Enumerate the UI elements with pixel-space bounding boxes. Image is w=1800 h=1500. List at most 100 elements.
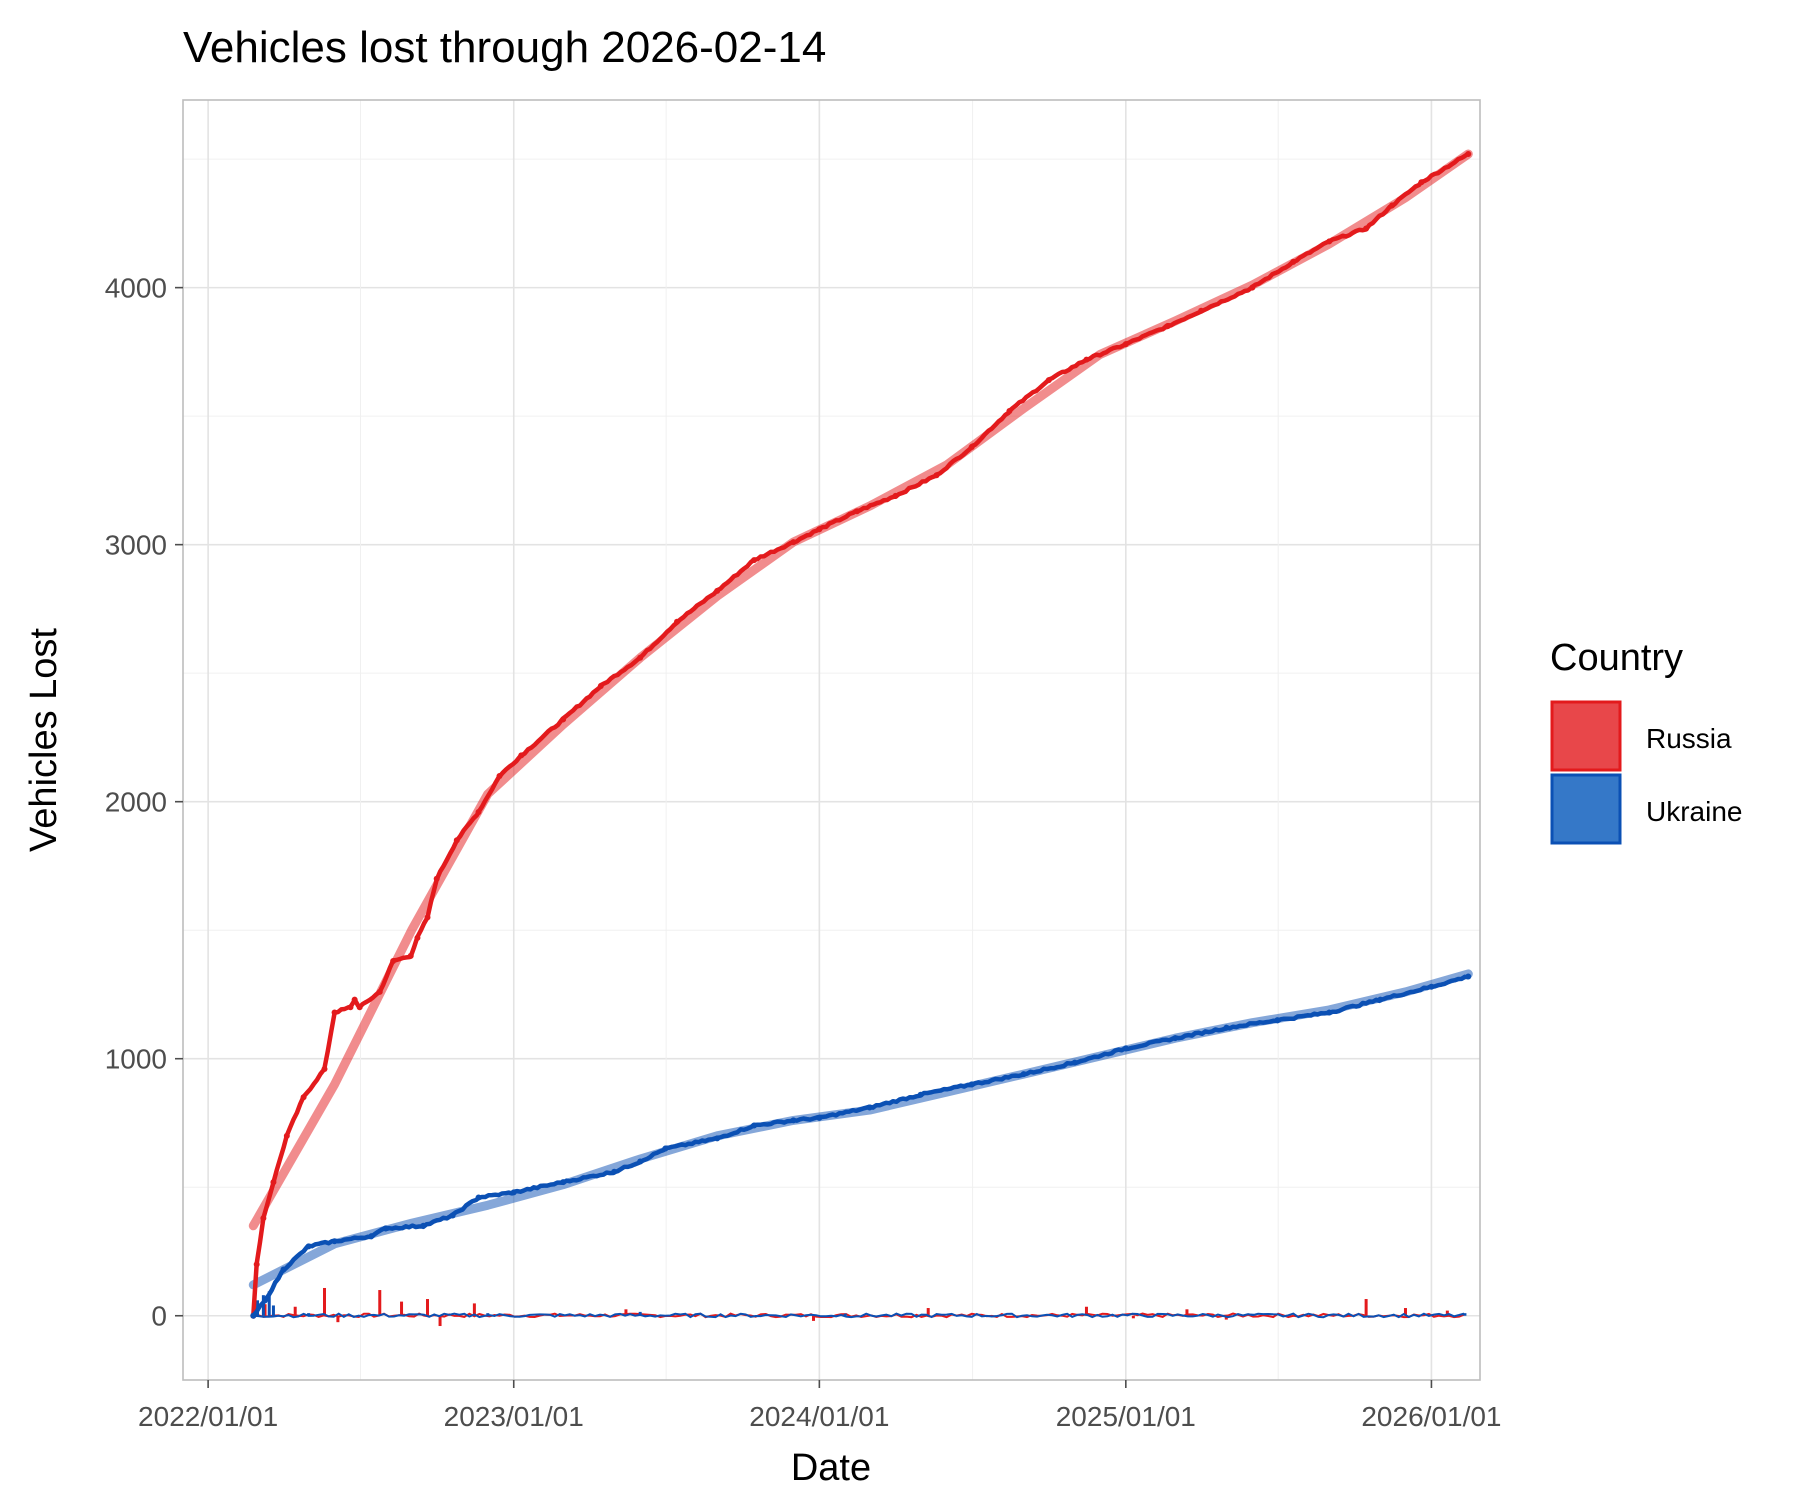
- data-point-russia: [790, 539, 797, 546]
- plot-panel: [182, 99, 1481, 1381]
- data-point-russia: [390, 958, 397, 965]
- data-point-russia: [1006, 408, 1013, 415]
- x-axis-title: Date: [791, 1447, 871, 1489]
- data-point-ukraine: [637, 1158, 644, 1165]
- cumulative-line-ukraine: [251, 974, 1469, 1318]
- data-point-russia: [1363, 225, 1370, 232]
- data-point-russia: [1465, 150, 1472, 157]
- data-point-russia: [854, 508, 861, 515]
- data-point-russia: [968, 443, 975, 450]
- data-point-russia: [892, 492, 899, 499]
- x-tick-label: 2025/01/01: [1056, 1401, 1196, 1432]
- data-point-russia: [356, 1004, 363, 1011]
- y-axis-title: Vehicles Lost: [23, 628, 65, 852]
- data-point-russia: [1083, 356, 1090, 363]
- x-tick-label: 2023/01/01: [444, 1401, 584, 1432]
- data-point-russia: [253, 1261, 260, 1268]
- data-point-russia: [376, 988, 383, 995]
- data-point-ukraine: [1428, 983, 1435, 990]
- x-tick-label: 2022/01/01: [138, 1401, 278, 1432]
- data-point-russia: [637, 654, 644, 661]
- data-point-russia: [331, 1009, 338, 1016]
- data-point-russia: [433, 875, 440, 882]
- data-point-russia: [321, 1065, 328, 1072]
- data-point-russia: [597, 683, 604, 690]
- data-point-russia: [300, 1094, 307, 1101]
- data-point-russia: [260, 1215, 267, 1222]
- y-tick-label: 3000: [105, 530, 167, 561]
- cumulative-series: [250, 150, 1472, 1319]
- data-point-ukraine: [1020, 1071, 1027, 1078]
- x-tick-label: 2024/01/01: [749, 1401, 889, 1432]
- x-tick-label: 2026/01/01: [1361, 1401, 1501, 1432]
- data-point-russia: [1326, 238, 1333, 245]
- legend-label-ukraine: Ukraine: [1646, 796, 1742, 827]
- data-point-ukraine: [368, 1233, 375, 1240]
- data-point-ukraine: [331, 1238, 338, 1245]
- y-tick-label: 1000: [105, 1044, 167, 1075]
- data-point-ukraine: [1071, 1059, 1078, 1066]
- data-point-ukraine: [560, 1179, 567, 1186]
- data-point-russia: [283, 1132, 290, 1139]
- data-point-ukraine: [510, 1189, 517, 1196]
- data-point-ukraine: [475, 1194, 482, 1201]
- legend-key-russia: [1550, 700, 1622, 772]
- data-point-ukraine: [262, 1297, 269, 1304]
- data-point-ukraine: [790, 1117, 797, 1124]
- data-point-ukraine: [1172, 1035, 1179, 1042]
- daily-baseline-ukraine: [253, 1312, 1465, 1319]
- data-point-russia: [714, 587, 721, 594]
- data-point-ukraine: [1274, 1017, 1281, 1024]
- y-tick-label: 2000: [105, 787, 167, 818]
- data-point-ukraine: [662, 1145, 669, 1152]
- data-point-ukraine: [917, 1091, 924, 1098]
- data-point-russia: [1249, 284, 1256, 291]
- data-point-russia: [347, 1004, 354, 1011]
- data-point-ukraine: [751, 1122, 758, 1129]
- data-point-russia: [933, 472, 940, 479]
- data-point-ukraine: [449, 1212, 456, 1219]
- data-point-ukraine: [305, 1243, 312, 1250]
- data-point-russia: [1290, 258, 1297, 265]
- data-point-russia: [475, 808, 482, 815]
- daily-spikes: [253, 1287, 1467, 1327]
- legend-key-ukraine: [1550, 773, 1622, 845]
- data-point-ukraine: [611, 1168, 618, 1175]
- data-point-ukraine: [816, 1114, 823, 1121]
- data-point-ukraine: [866, 1104, 873, 1111]
- data-point-russia: [453, 837, 460, 844]
- x-axis: 2022/01/01 2023/01/01 2024/01/01 2025/01/01…: [138, 1380, 1502, 1432]
- data-point-ukraine: [1122, 1045, 1129, 1052]
- legend: Country Russia Ukraine: [1550, 637, 1742, 845]
- legend-title: Country: [1550, 637, 1683, 679]
- trend-line-russia: [248, 149, 1473, 1231]
- data-point-russia: [560, 716, 567, 723]
- y-tick-label: 4000: [105, 273, 167, 304]
- data-point-ukraine: [1326, 1009, 1333, 1016]
- data-point-russia: [1389, 202, 1396, 209]
- trend-lines: [248, 149, 1473, 1290]
- data-point-ukraine: [1465, 973, 1472, 980]
- data-point-russia: [1045, 377, 1052, 384]
- data-point-russia: [518, 752, 525, 759]
- chart-title: Vehicles lost through 2026-02-14: [183, 23, 826, 72]
- data-point-russia: [751, 557, 758, 564]
- y-axis: 0 1000 2000 3000 4000: [105, 273, 183, 1332]
- data-point-ukraine: [420, 1222, 427, 1229]
- data-point-russia: [414, 934, 421, 941]
- data-point-ukraine: [280, 1266, 287, 1273]
- data-point-russia: [1418, 179, 1425, 186]
- legend-label-russia: Russia: [1646, 723, 1732, 754]
- data-point-ukraine: [382, 1225, 389, 1232]
- data-point-russia: [496, 772, 503, 779]
- grid: [183, 100, 1480, 1380]
- data-point-ukraine: [1223, 1024, 1230, 1031]
- data-point-ukraine: [968, 1081, 975, 1088]
- data-point-russia: [674, 618, 681, 625]
- data-point-ukraine: [1377, 996, 1384, 1003]
- data-point-russia: [351, 996, 358, 1003]
- data-point-russia: [270, 1179, 277, 1186]
- data-point-russia: [1122, 341, 1129, 348]
- data-point-russia: [1198, 307, 1205, 314]
